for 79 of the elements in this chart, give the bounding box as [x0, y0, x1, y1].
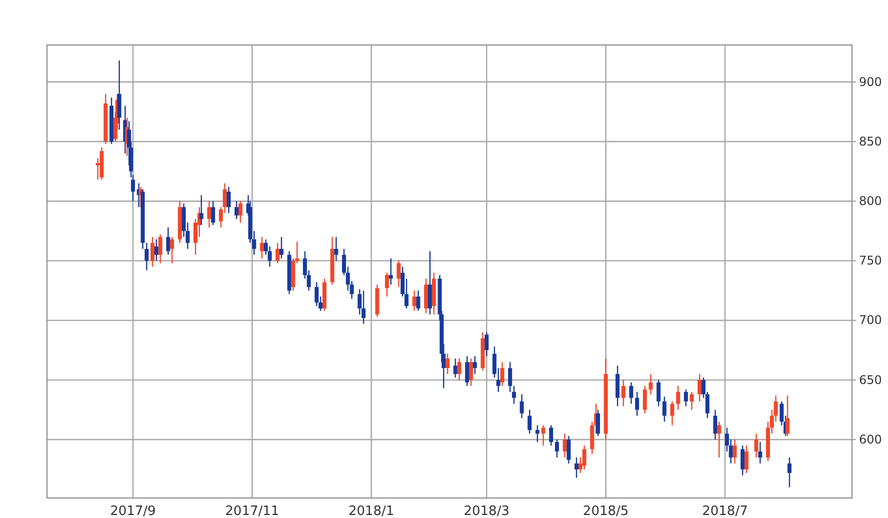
candlestick: [690, 391, 694, 410]
candlestick: [362, 290, 366, 325]
candlestick: [170, 236, 174, 264]
y-tick-label: 600: [859, 432, 882, 446]
candlestick: [276, 242, 280, 264]
candlestick: [260, 236, 264, 259]
candlestick: [698, 373, 702, 402]
candlestick: [616, 365, 620, 407]
candlestick: [740, 444, 745, 476]
y-tick-label: 900: [859, 74, 882, 89]
y-tick-label: 800: [859, 194, 882, 208]
candlestick: [648, 373, 653, 395]
candlestick: [468, 358, 473, 387]
candlestick: [207, 200, 212, 228]
candlestick: [642, 385, 647, 414]
candlestick: [528, 409, 532, 434]
candlestick: [754, 433, 758, 458]
x-tick-label: 2018/1: [348, 504, 394, 518]
candlestick: [656, 379, 661, 407]
y-tick-label: 650: [859, 372, 882, 387]
candlestick: [484, 332, 489, 357]
candlestick: [416, 290, 420, 312]
y-tick-label: 700: [859, 313, 882, 328]
candlestick: [535, 424, 540, 443]
candlestick: [457, 358, 462, 381]
candlestick: [549, 424, 554, 446]
x-tick-label: 2018/5: [582, 504, 629, 518]
y-tick-label: 850: [859, 134, 882, 148]
candlestick: [238, 200, 242, 224]
candlestick: [384, 272, 389, 298]
candlestick: [472, 356, 477, 375]
candlestick: [199, 194, 204, 226]
candlestick: [314, 282, 319, 307]
candlestick: [334, 236, 338, 262]
candlestick: [786, 394, 790, 437]
candlestick: [144, 242, 149, 271]
candlestick: [574, 456, 578, 478]
candlestick: [465, 356, 470, 387]
candlestick: [154, 238, 158, 262]
candlestick: [713, 409, 718, 440]
candlestick: [424, 278, 428, 314]
candlestick: [629, 382, 634, 404]
candlestick: [512, 385, 516, 404]
candlestick: [166, 226, 170, 256]
candlestick: [541, 424, 546, 446]
candlestick: [226, 186, 231, 214]
x-tick-label: 2018/7: [702, 504, 748, 518]
candlestick: [621, 379, 626, 407]
candlestick: [396, 260, 401, 288]
candlestick: [758, 441, 762, 464]
candlestick: [566, 435, 571, 464]
candlestick: [453, 358, 458, 378]
x-tick-label: 2018/3: [464, 504, 510, 518]
candlestick: [279, 236, 284, 259]
candlestick: [582, 444, 586, 470]
candlestick: [662, 396, 666, 422]
candlestick: [446, 353, 450, 375]
candlestick: [787, 456, 792, 488]
candlestick: [676, 385, 680, 410]
x-tick-label: 2017/11: [225, 504, 280, 518]
candlestick: [211, 200, 216, 226]
y-tick-label: 750: [859, 254, 882, 268]
candlestick: [500, 362, 504, 387]
candlestick: [150, 236, 155, 268]
candlestick: [520, 394, 524, 419]
candlestick: [684, 388, 688, 407]
candlestick: [158, 234, 162, 264]
candlestick: [554, 438, 559, 458]
candlestick: [596, 409, 600, 437]
candlestick: [508, 362, 512, 393]
candlestick: [670, 400, 674, 426]
candlestick: [388, 258, 393, 286]
candlestick: [744, 444, 748, 474]
candlestick: [717, 421, 722, 458]
candlestick: [635, 391, 640, 416]
candlestick: [732, 438, 737, 464]
x-tick-label: 2017/9: [110, 504, 156, 518]
candlestick: [428, 250, 432, 316]
candlestick: [234, 200, 239, 220]
